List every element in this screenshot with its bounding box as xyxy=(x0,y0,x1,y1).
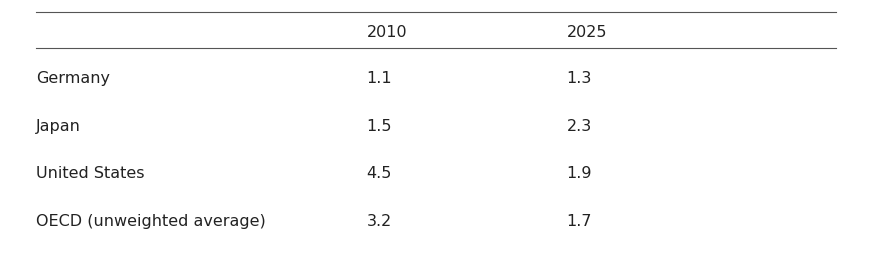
Text: 1.5: 1.5 xyxy=(366,119,392,134)
Text: 2025: 2025 xyxy=(567,25,607,40)
Text: Germany: Germany xyxy=(36,71,110,86)
Text: OECD (unweighted average): OECD (unweighted average) xyxy=(36,214,266,229)
Text: United States: United States xyxy=(36,166,145,181)
Text: 4.5: 4.5 xyxy=(366,166,392,181)
Text: 2.3: 2.3 xyxy=(567,119,591,134)
Text: 3.2: 3.2 xyxy=(366,214,392,229)
Text: 1.3: 1.3 xyxy=(567,71,592,86)
Text: 1.1: 1.1 xyxy=(366,71,392,86)
Text: 2010: 2010 xyxy=(366,25,407,40)
Text: 1.9: 1.9 xyxy=(567,166,592,181)
Text: 1.7: 1.7 xyxy=(567,214,592,229)
Text: Japan: Japan xyxy=(36,119,81,134)
